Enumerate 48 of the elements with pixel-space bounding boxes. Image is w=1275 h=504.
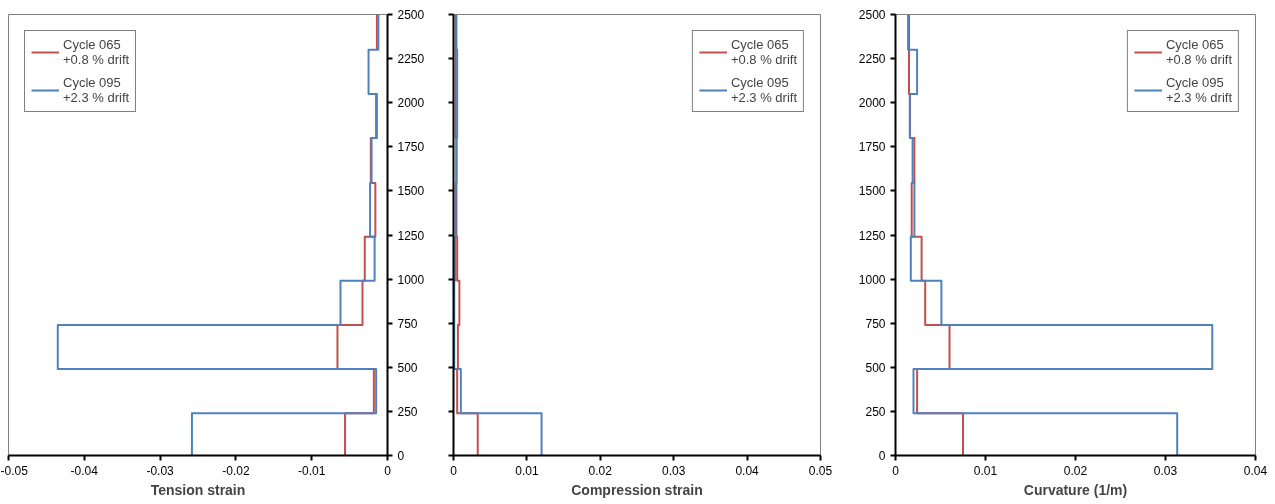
y-tick-label: 1000 — [397, 272, 425, 287]
x-tick-label: -0.04 — [70, 463, 99, 478]
y-tick-label: 1000 — [858, 272, 886, 287]
legend-label: Cycle 095 +2.3 % drift — [1165, 75, 1232, 105]
y-tick-label: 1250 — [858, 228, 886, 243]
legend-label: Cycle 095 +2.3 % drift — [63, 75, 130, 105]
y-tick-label: 2250 — [397, 52, 425, 67]
x-axis-title: Curvature (1/m) — [1023, 481, 1128, 498]
x-tick-label: -0.03 — [146, 463, 175, 478]
x-tick-label: -0.01 — [298, 463, 326, 478]
x-tick-label: 0.02 — [588, 463, 613, 478]
y-tick-label: 2250 — [858, 52, 886, 67]
x-tick-label: 0.04 — [1243, 463, 1268, 478]
x-tick-label: 0.02 — [1063, 463, 1088, 478]
x-axis-title: Tension strain — [150, 481, 246, 498]
x-tick-label: 0.04 — [735, 463, 760, 478]
legend-label: Cycle 065 +0.8 % drift — [730, 37, 797, 67]
y-tick-label: 1250 — [397, 228, 425, 243]
y-tick-label: 250 — [397, 404, 418, 419]
y-tick-label: 500 — [865, 360, 886, 375]
y-tick-label: 2000 — [858, 96, 886, 111]
y-tick-label: 1750 — [858, 140, 886, 155]
y-tick-label: 2500 — [397, 8, 425, 22]
y-tick-label: 0 — [397, 449, 405, 463]
x-axis-title: Compression strain — [571, 481, 703, 498]
y-tick-label: 1500 — [858, 184, 886, 199]
y-tick-label: 750 — [865, 316, 886, 331]
x-tick-label: 0.03 — [662, 463, 686, 478]
x-tick-label: 0.05 — [808, 463, 833, 478]
legend-label: Cycle 095 +2.3 % drift — [730, 75, 797, 105]
y-tick-label: 500 — [397, 360, 418, 375]
x-tick-label: 0 — [450, 463, 458, 478]
x-tick-label: -0.02 — [222, 463, 250, 478]
y-tick-label: 750 — [397, 316, 418, 331]
legend-label: Cycle 065 +0.8 % drift — [1165, 37, 1232, 67]
x-tick-label: 0.01 — [515, 463, 539, 478]
y-tick-label: 0 — [878, 449, 886, 463]
x-tick-label: 0.01 — [973, 463, 998, 478]
y-tick-label: 1750 — [397, 140, 425, 155]
legend-label: Cycle 065 +0.8 % drift — [63, 37, 130, 67]
y-tick-label: 250 — [865, 404, 886, 419]
x-tick-label: 0 — [384, 463, 392, 478]
x-tick-label: 0.03 — [1153, 463, 1178, 478]
x-tick-label: 0 — [892, 463, 900, 478]
y-tick-label: 2500 — [858, 8, 886, 22]
y-tick-label: 2000 — [397, 96, 425, 111]
y-tick-label: 1500 — [397, 184, 425, 199]
x-tick-label: -0.05 — [0, 463, 29, 478]
